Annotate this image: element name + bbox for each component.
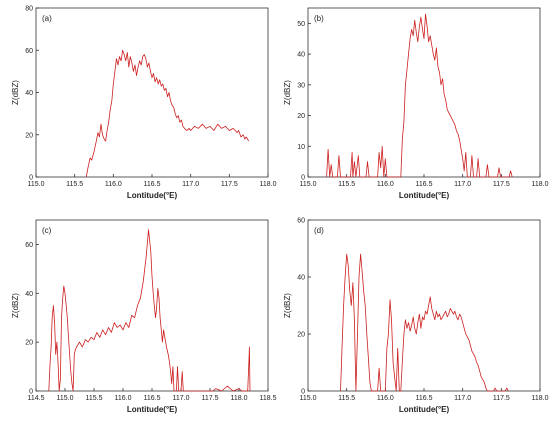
x-tick-label: 117.0 (454, 181, 471, 188)
y-tick-label: 40 (297, 275, 305, 282)
y-tick-label: 20 (297, 113, 305, 120)
panel-label: (c) (42, 226, 52, 235)
x-tick-label: 118.5 (260, 395, 277, 402)
panel-label: (b) (314, 14, 324, 23)
x-tick-label: 116.0 (105, 181, 122, 188)
x-tick-label: 115.0 (28, 181, 45, 188)
y-tick-label: 80 (25, 6, 33, 13)
x-tick-label: 116.0 (377, 395, 394, 402)
x-tick-label: 114.5 (28, 395, 45, 402)
y-tick-label: 60 (25, 242, 33, 249)
y-tick-label: 0 (301, 175, 305, 182)
x-tick-label: 116.5 (144, 395, 161, 402)
x-tick-label: 117.0 (454, 395, 471, 402)
plot-frame (35, 7, 269, 178)
x-tick-label: 118.0 (532, 181, 549, 188)
x-tick-label: 117.5 (493, 395, 510, 402)
chart-panel-4: 115.0 115.5 116.0 116.5 117.0 117.5 118.0 0 20 40… (283, 218, 549, 415)
x-tick-label: 116.0 (115, 395, 132, 402)
y-axis-label: Z(dBZ) (11, 293, 20, 318)
y-tick-label: 0 (301, 389, 305, 396)
y-tick-label: 20 (25, 132, 33, 139)
x-tick-label: 117.0 (173, 395, 190, 402)
y-axis-label: Z(dBZ) (283, 80, 292, 105)
x-tick-label: 116.5 (144, 181, 161, 188)
x-axis-label: Lontitude(°E) (127, 405, 178, 414)
x-tick-label: 116.0 (377, 181, 394, 188)
y-tick-label: 40 (25, 291, 33, 298)
y-axis-label: Z(dBZ) (11, 80, 20, 105)
plot-frame (307, 219, 541, 392)
y-tick-label: 20 (297, 332, 305, 339)
x-axis-label: Lontitude(°E) (127, 191, 178, 200)
x-tick-label: 115.5 (66, 181, 83, 188)
x-axis-label: Lontitude(°E) (399, 191, 450, 200)
x-tick-label: 117.5 (202, 395, 219, 402)
x-tick-label: 117.5 (493, 181, 510, 188)
x-tick-label: 116.5 (416, 181, 433, 188)
panel-label: (d) (314, 226, 324, 235)
y-tick-label: 50 (297, 21, 305, 28)
y-tick-label: 0 (29, 175, 33, 182)
y-tick-label: 20 (25, 340, 33, 347)
x-tick-label: 116.5 (416, 395, 433, 402)
x-tick-label: 115.5 (86, 395, 103, 402)
x-tick-label: 115.0 (300, 181, 317, 188)
reflectivity-line (48, 229, 251, 392)
y-tick-label: 0 (29, 389, 33, 396)
y-tick-label: 10 (297, 144, 305, 151)
y-tick-label: 40 (297, 52, 305, 59)
x-tick-label: 117.0 (182, 181, 199, 188)
x-tick-label: 115.5 (338, 395, 355, 402)
panel-label: (a) (42, 14, 52, 23)
chart-panel-3: 114.5 115.0 115.5 116.0 116.5 117.0 117.5 118.0… (11, 219, 277, 414)
chart-panel-2: 115.0 115.5 116.0 116.5 117.0 117.5 118.0 0 10 20… (283, 7, 549, 200)
x-tick-label: 115.5 (338, 181, 355, 188)
y-tick-label: 60 (25, 48, 33, 55)
y-axis-label: Z(dBZ) (283, 293, 292, 318)
chart-panel-1: 115.0 115.5 116.0 116.5 117.0 117.5 118.0 0 20 40… (11, 6, 277, 201)
reflectivity-line (85, 49, 250, 178)
reflectivity-line (326, 13, 513, 178)
x-tick-label: 117.5 (221, 181, 238, 188)
reflectivity-line (340, 253, 509, 392)
x-tick-label: 118.0 (260, 181, 277, 188)
x-axis-label: Lontitude(°E) (399, 405, 450, 414)
x-tick-label: 118.0 (532, 395, 549, 402)
y-tick-label: 30 (297, 82, 305, 89)
y-tick-label: 60 (297, 218, 305, 225)
plot-frame (35, 219, 269, 392)
y-tick-label: 40 (25, 90, 33, 97)
x-tick-label: 115.0 (57, 395, 74, 402)
x-tick-label: 115.0 (300, 395, 317, 402)
x-tick-label: 118.0 (231, 395, 248, 402)
